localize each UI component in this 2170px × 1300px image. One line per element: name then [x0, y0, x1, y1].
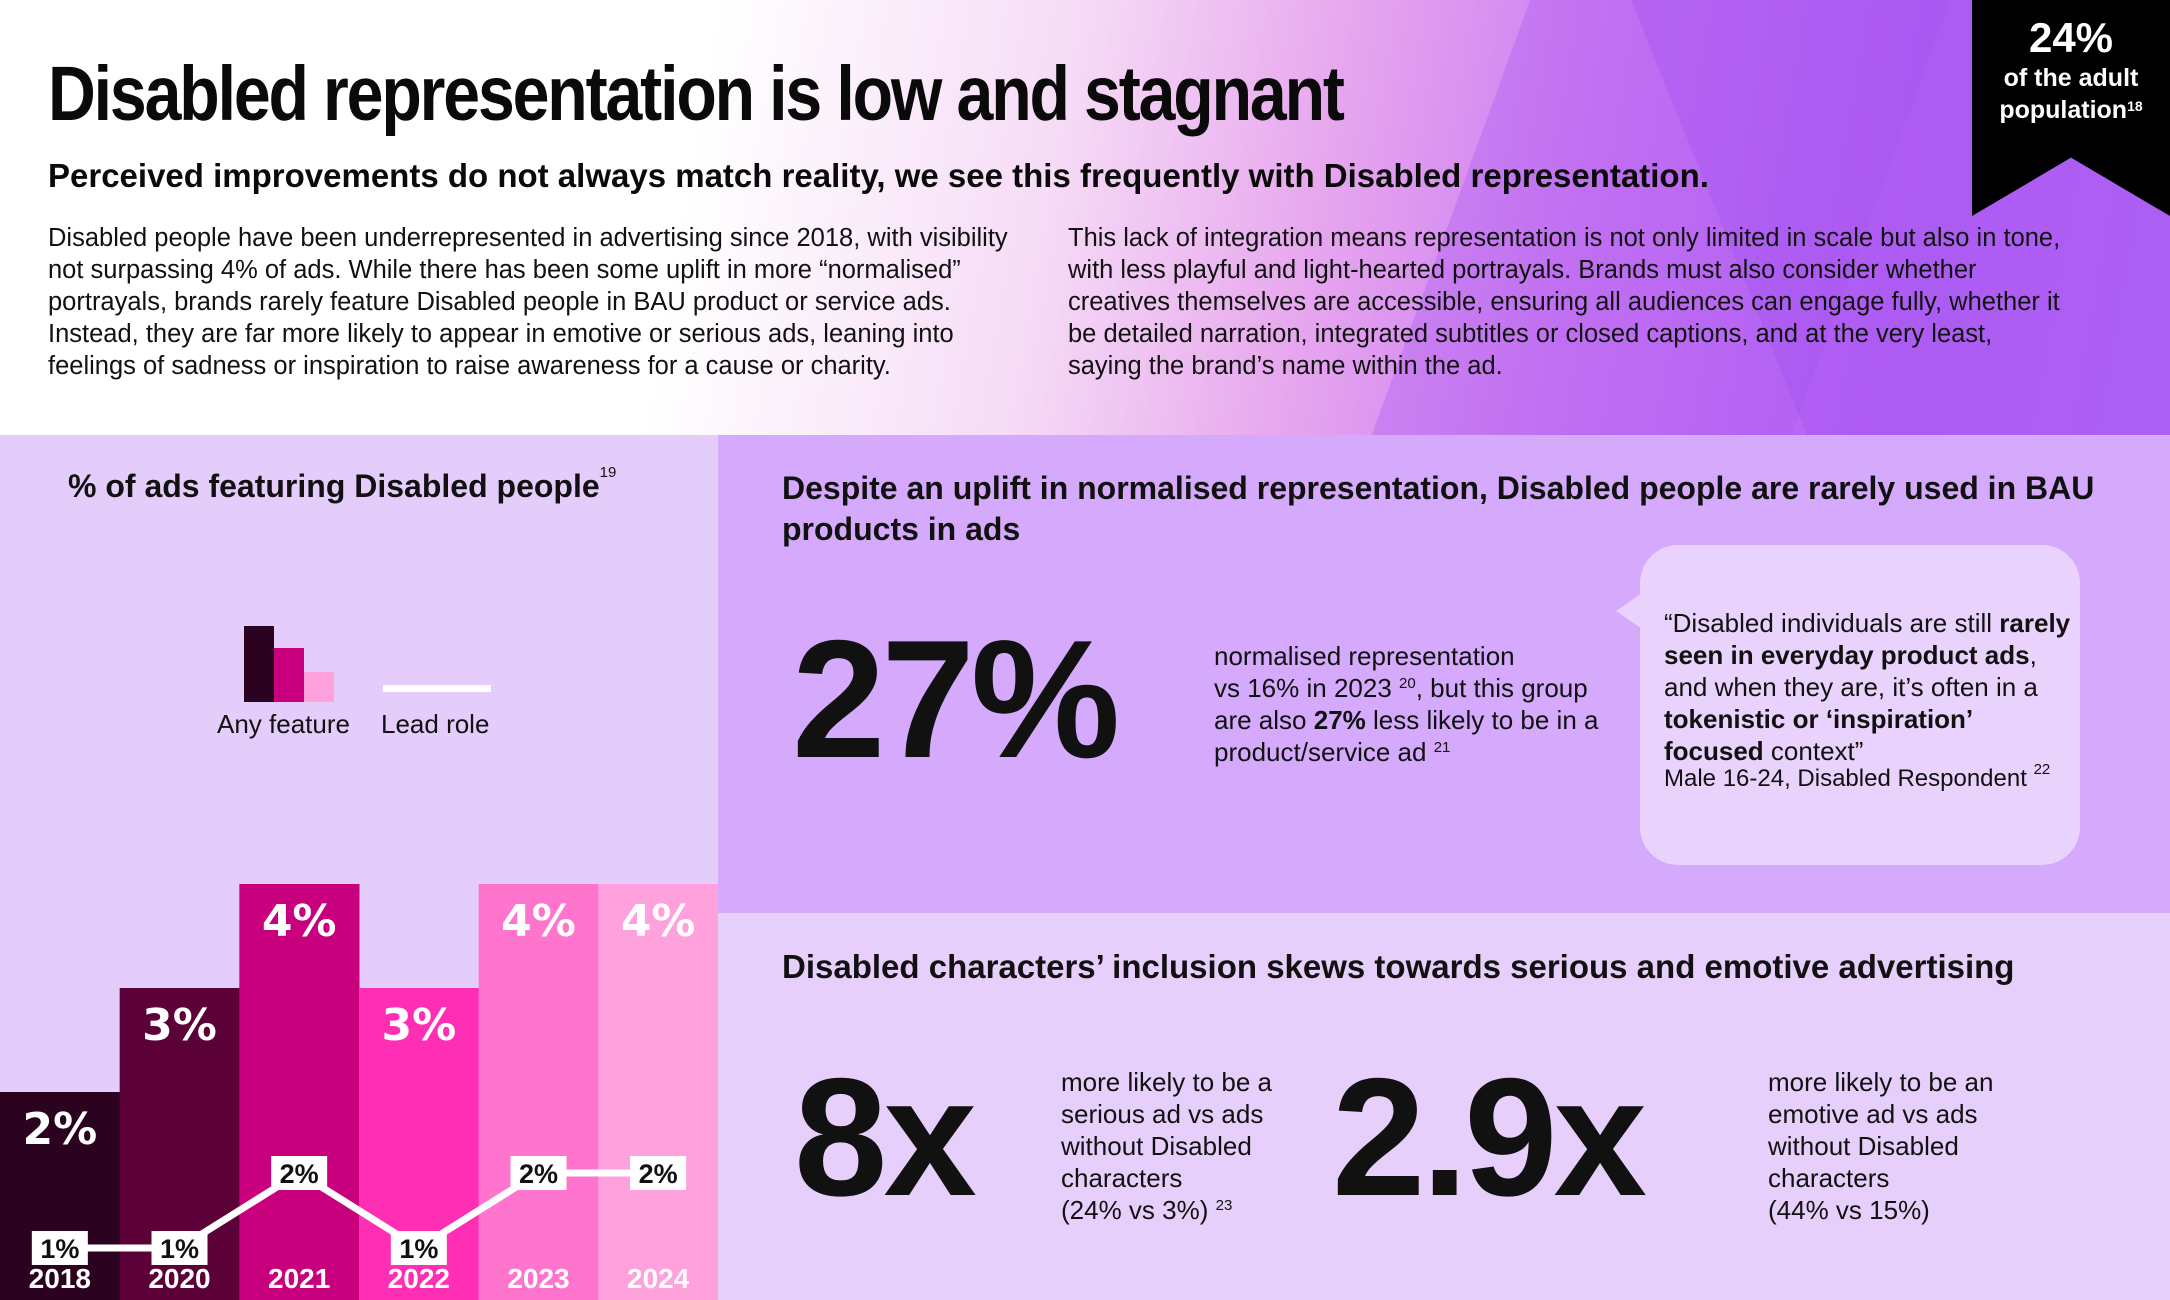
line-point-label-2022: 1%: [399, 1234, 438, 1264]
chart-panel: % of ads featuring Disabled people19 Any…: [0, 435, 718, 1300]
stat-27-line1: normalised representation: [1214, 641, 1515, 671]
skew-panel-title: Disabled characters’ inclusion skews tow…: [782, 948, 2015, 985]
stat-27-value: 27%: [792, 605, 1120, 793]
stat-27-line2a: vs 16% in 2023: [1214, 673, 1392, 703]
stat-27-description: normalised representation vs 16% in 2023…: [1214, 640, 1634, 768]
quote-part-2: , and when they are, it’s often in a: [1664, 640, 2038, 702]
bar-value-label-2024: 4%: [621, 896, 696, 947]
line-point-box-2020: [151, 1231, 208, 1265]
bar-value-label-2021: 4%: [262, 896, 337, 947]
stat-27-bold: 27%: [1313, 705, 1366, 735]
x-tick-label-2020: 2020: [148, 1263, 210, 1294]
page-title: Disabled representation is low and stagn…: [48, 51, 1345, 137]
quote-bubble: [1640, 545, 2080, 865]
ribbon-footnote: 18: [2127, 98, 2143, 114]
ribbon-label-line2: population: [1999, 96, 2128, 124]
stat-29x-value: 2.9x: [1332, 1043, 1647, 1231]
quote-bold-1: rarely seen in everyday product ads: [1664, 608, 2071, 670]
quote-text: “Disabled individuals are still rarely s…: [1664, 607, 2074, 767]
stat-27-line2b: , but this group: [1415, 673, 1588, 703]
bar-any-feature-2023: [478, 884, 599, 1300]
ribbon-label: of the adult population18: [1972, 62, 2170, 126]
intro-paragraph-left: Disabled people have been underrepresent…: [48, 224, 1008, 380]
stat-27-footnote-1: 20: [1399, 675, 1416, 692]
stat-29x-line: emotive ad vs ads: [1768, 1099, 1978, 1129]
stat-29x-line: without Disabled: [1768, 1131, 1959, 1161]
stat-29x-description: more likely to be an emotive ad vs ads w…: [1768, 1066, 2088, 1226]
header-banner: Disabled representation is low and stagn…: [0, 0, 2170, 435]
line-point-box-2021: [271, 1156, 328, 1190]
stat-8x-value: 8x: [794, 1043, 977, 1231]
line-point-box-2024: [630, 1156, 687, 1190]
line-point-box-2022: [390, 1231, 447, 1265]
line-point-box-2023: [510, 1156, 567, 1190]
line-point-label-2023: 2%: [519, 1159, 558, 1189]
bar-value-label-2022: 3%: [381, 1000, 456, 1051]
quote-part-1: “Disabled individuals are still: [1664, 608, 1993, 638]
stat-8x-line: serious ad vs ads: [1061, 1099, 1264, 1129]
stat-27-footnote-2: 21: [1433, 739, 1451, 756]
legend-lead-role-line: [383, 685, 491, 692]
line-point-label-2018: 1%: [40, 1234, 79, 1264]
bar-value-label-2023: 4%: [501, 896, 576, 947]
stat-27-line4: product/service ad: [1214, 737, 1427, 767]
quote-part-3: context”: [1770, 736, 1864, 766]
x-tick-label-2018: 2018: [29, 1263, 91, 1294]
stat-8x-description: more likely to be a serious ad vs ads wi…: [1061, 1066, 1381, 1226]
stat-27-line3a: are also: [1214, 705, 1307, 735]
stat-panel-title: Despite an uplift in normalised represen…: [782, 470, 2095, 547]
legend-any-feature-icon: [244, 626, 334, 702]
ribbon-label-line1: of the adult: [2003, 64, 2139, 92]
legend-any-feature-label: Any feature: [217, 709, 350, 739]
legend-lead-role-label: Lead role: [381, 709, 490, 739]
line-point-box-2018: [31, 1231, 88, 1265]
stat-8x-line: more likely to be a: [1061, 1067, 1272, 1097]
stat-8x-line: without Disabled: [1061, 1131, 1252, 1161]
bar-any-feature-2018: [0, 1092, 121, 1300]
quote-footnote: 22: [2033, 761, 2051, 778]
stat-29x-line: more likely to be an: [1768, 1067, 1994, 1097]
stat-8x-comparison: (24% vs 3%): [1061, 1195, 1209, 1225]
stat-29x-line: characters: [1768, 1163, 1890, 1193]
stat-8x-footnote: 23: [1215, 1197, 1233, 1214]
line-point-label-2020: 1%: [160, 1234, 199, 1264]
quote-attribution-text: Male 16-24, Disabled Respondent: [1664, 765, 2027, 792]
bar-line-chart: 2% 3% 4% 3% 4% 4% 1% 1% 2% 1% 2% 2% 2018 2020 2021 2022…: [0, 884, 718, 1300]
bar-value-label-2020: 3%: [142, 1000, 217, 1051]
x-tick-label-2023: 2023: [507, 1263, 569, 1294]
line-point-label-2024: 2%: [639, 1159, 678, 1189]
line-point-label-2021: 2%: [280, 1159, 319, 1189]
chart-title-footnote: 19: [599, 464, 617, 481]
chart-title-text: % of ads featuring Disabled people: [68, 468, 600, 504]
x-tick-label-2024: 2024: [627, 1263, 690, 1294]
skew-panel: Disabled characters’ inclusion skews tow…: [718, 913, 2170, 1300]
quote-bold-2: tokenistic or ‘inspiration’ focused: [1664, 704, 1972, 766]
x-tick-label-2021: 2021: [268, 1263, 330, 1294]
bar-any-feature-2024: [598, 884, 718, 1300]
page-subtitle: Perceived improvements do not always mat…: [48, 157, 1709, 194]
chart-title: % of ads featuring Disabled people19: [68, 464, 616, 505]
quote-bubble-tail: [1616, 593, 1642, 629]
stat-8x-line: characters: [1061, 1163, 1183, 1193]
x-tick-label-2022: 2022: [388, 1263, 450, 1294]
intro-paragraph-right: This lack of integration means represent…: [1068, 224, 2061, 380]
bar-any-feature-2021: [239, 884, 360, 1300]
normalised-stat-panel: Despite an uplift in normalised represen…: [718, 435, 2170, 913]
stat-29x-comparison: (44% vs 15%): [1768, 1195, 1930, 1225]
stat-27-line3b: less likely to be in a: [1373, 705, 1599, 735]
quote-attribution: Male 16-24, Disabled Respondent 22: [1664, 761, 2074, 793]
ribbon-value: 24%: [2028, 14, 2114, 61]
bar-value-label-2018: 2%: [22, 1104, 97, 1155]
